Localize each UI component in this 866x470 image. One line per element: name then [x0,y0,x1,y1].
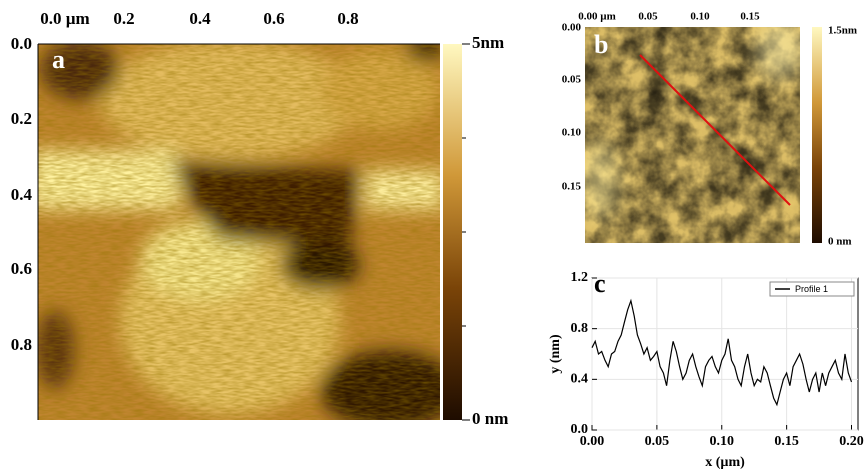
y-tick-label: 0.8 [11,335,32,354]
afm-image-a [38,44,440,420]
y-tick-label: 0.0 [571,422,589,437]
colorbar-min-label: 0 nm [828,236,852,248]
legend-label: Profile 1 [795,284,828,294]
x-tick-label: 0.4 [189,9,211,28]
x-tick-label: 0.05 [645,434,670,449]
y-tick-label: 1.2 [571,270,589,285]
legend-box [769,281,855,297]
panel-label: a [52,45,65,74]
x-tick-label: 0.05 [638,11,658,23]
x-tick-label: 0.15 [774,434,799,449]
colorbar-a [443,44,462,420]
x-tick-label: 0.20 [839,434,864,449]
y-tick-label: 0.05 [562,74,582,86]
panel-label: b [594,30,608,59]
x-axis-label: x (µm) [705,455,745,470]
y-axis-label: y (nm) [548,334,563,374]
y-tick-label: 0.15 [562,181,582,193]
profile-line [591,298,853,407]
x-tick-label: 0.15 [740,11,760,23]
x-tick-label: 0.0 µm [40,9,89,28]
y-tick-label: 0.10 [562,127,582,139]
y-tick-label: 0.4 [571,372,589,387]
colorbar-max-label: 1.5nm [828,25,857,37]
colorbar-b [812,27,822,243]
y-tick-label: 0.2 [11,109,32,128]
y-tick-label: 0.0 [11,34,32,53]
x-tick-label: 0.00 [580,434,605,449]
profile-chart: 0.00 0.05 0.10 0.15 0.20 0.0 0.4 0.8 1.2 x (µm) y … [548,269,864,470]
x-tick-label: 0.10 [710,434,735,449]
colorbar-min-label: 0 nm [472,409,508,428]
profile-line [639,54,791,206]
y-tick-label: 0.4 [11,185,33,204]
colorbar-max-label: 5nm [472,33,504,52]
colorbar-a-ticks [462,43,470,421]
x-tick-label: 0.8 [337,9,358,28]
y-tick-label: 0.8 [571,321,589,336]
y-tick-label: 0.00 [562,22,582,34]
panel-label: c [594,269,606,298]
axis-a-ticks [37,43,440,420]
x-tick-label: 0.10 [690,11,710,23]
x-tick-label: 0.6 [263,9,284,28]
x-tick-label: 0.2 [113,9,134,28]
afm-image-b [585,27,800,243]
x-tick-label: 0.00 µm [578,11,616,23]
y-tick-label: 0.6 [11,259,32,278]
